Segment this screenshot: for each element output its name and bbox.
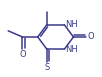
Text: S: S bbox=[44, 63, 50, 72]
Text: O: O bbox=[19, 50, 26, 59]
Text: NH: NH bbox=[65, 45, 78, 54]
Text: NH: NH bbox=[65, 20, 78, 29]
Text: O: O bbox=[87, 32, 94, 41]
